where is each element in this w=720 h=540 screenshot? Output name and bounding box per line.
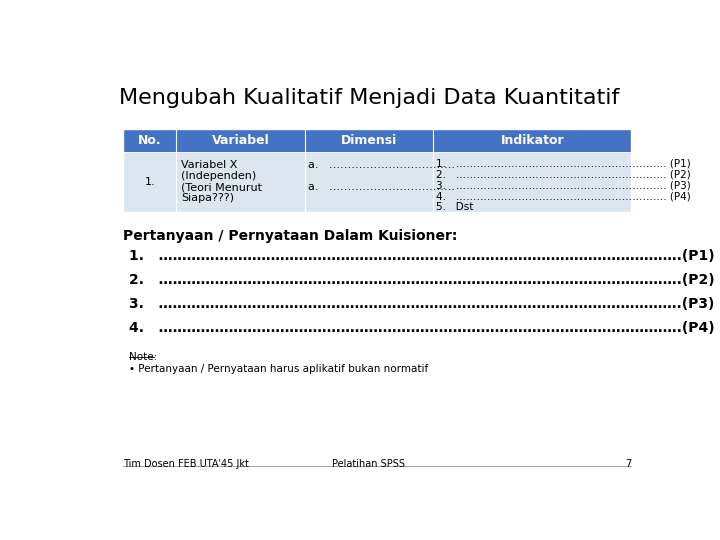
Text: 1.: 1. <box>145 177 156 187</box>
Text: 4.   ……………………………………………………. (P4): 4. ……………………………………………………. (P4) <box>436 191 690 201</box>
Text: Note:: Note: <box>129 352 157 362</box>
Text: 5.   Dst: 5. Dst <box>436 202 473 212</box>
Text: Variabel: Variabel <box>212 134 269 147</box>
Text: 1.   ……………………………………………………. (P1): 1. ……………………………………………………. (P1) <box>436 159 690 169</box>
Text: Siapa???): Siapa???) <box>181 193 234 203</box>
Bar <box>124 129 631 152</box>
Text: Variabel X: Variabel X <box>181 160 238 170</box>
Text: 3.   ………………………………………………………………………………………………….(P3): 3. …………………………………………………………………………………………………… <box>129 297 714 311</box>
Text: (Teori Menurut: (Teori Menurut <box>181 182 262 192</box>
Text: Mengubah Kualitatif Menjadi Data Kuantitatif: Mengubah Kualitatif Menjadi Data Kuantit… <box>119 87 619 107</box>
Text: Pelatihan SPSS: Pelatihan SPSS <box>333 459 405 469</box>
Text: 3.   ……………………………………………………. (P3): 3. ……………………………………………………. (P3) <box>436 180 690 191</box>
Text: 7: 7 <box>625 459 631 469</box>
Text: 2.   ……………………………………………………. (P2): 2. ……………………………………………………. (P2) <box>436 170 690 180</box>
Text: a.   …………………………….: a. ……………………………. <box>307 182 454 192</box>
Text: a.   …………………………….: a. ……………………………. <box>307 160 454 170</box>
Text: 4.   ………………………………………………………………………………………………….(P4): 4. …………………………………………………………………………………………………… <box>129 321 715 335</box>
Text: 1.   ………………………………………………………………………………………………….(P1): 1. …………………………………………………………………………………………………… <box>129 249 715 263</box>
Text: Indikator: Indikator <box>500 134 564 147</box>
Text: No.: No. <box>138 134 162 147</box>
Bar <box>124 152 631 212</box>
Text: Tim Dosen FEB UTA'45 Jkt: Tim Dosen FEB UTA'45 Jkt <box>124 459 249 469</box>
Text: Dimensi: Dimensi <box>341 134 397 147</box>
Text: (Independen): (Independen) <box>181 171 256 181</box>
Text: Pertanyaan / Pernyataan Dalam Kuisioner:: Pertanyaan / Pernyataan Dalam Kuisioner: <box>124 229 458 243</box>
Text: 2.   ………………………………………………………………………………………………….(P2): 2. …………………………………………………………………………………………………… <box>129 273 715 287</box>
Text: • Pertanyaan / Pernyataan harus aplikatif bukan normatif: • Pertanyaan / Pernyataan harus aplikati… <box>129 364 428 374</box>
